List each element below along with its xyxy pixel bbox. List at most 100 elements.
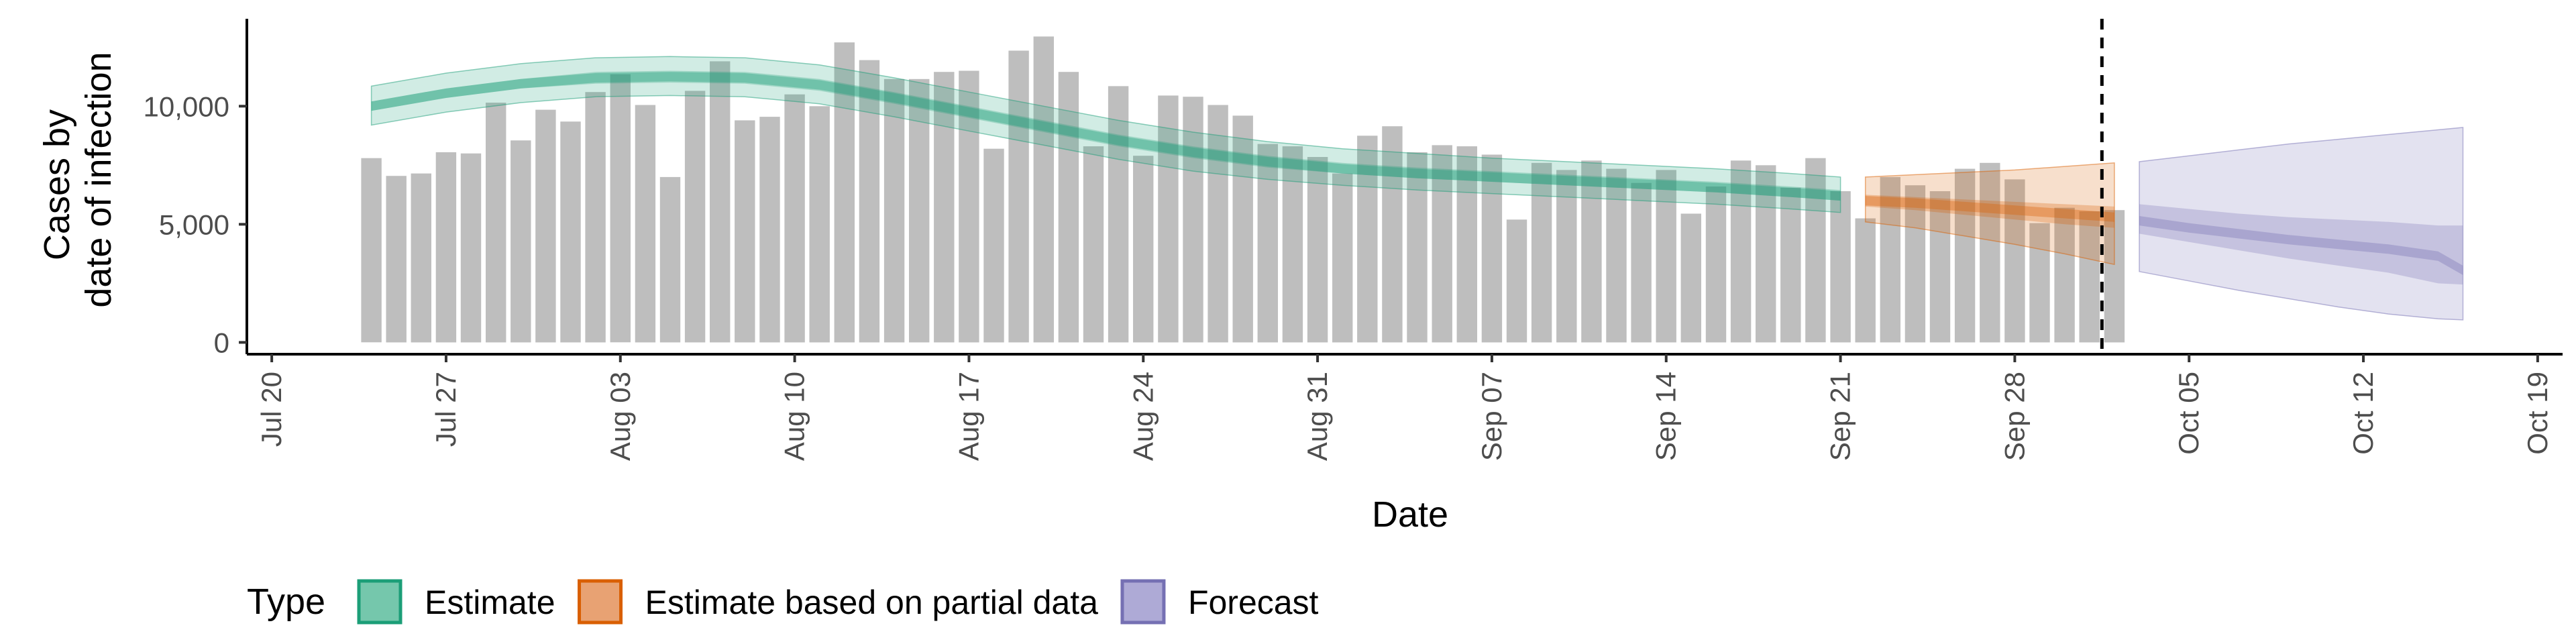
case-bar xyxy=(1481,154,1503,343)
x-tick-label: Jul 20 xyxy=(256,372,287,447)
case-bar xyxy=(386,176,407,343)
y-axis: 0 5,000 10,000 xyxy=(144,19,248,358)
case-bar xyxy=(411,173,431,343)
case-bar xyxy=(1830,191,1851,343)
forecast-median-band xyxy=(2139,216,2463,275)
case-bar xyxy=(486,103,506,343)
case-bar xyxy=(1606,168,1627,343)
case-bar xyxy=(1208,105,1228,343)
x-tick-label: Oct 12 xyxy=(2347,372,2379,455)
case-bar xyxy=(983,148,1004,343)
y-tick-label: 5,000 xyxy=(159,209,229,240)
case-bar xyxy=(1980,162,2000,343)
case-bar xyxy=(585,92,606,343)
case-bar xyxy=(610,74,631,343)
case-bar xyxy=(1158,95,1179,343)
case-bar xyxy=(1456,146,1477,343)
case-bar xyxy=(1756,165,1776,343)
x-tick-label: Aug 24 xyxy=(1127,372,1159,461)
case-bar xyxy=(735,120,755,343)
case-bar xyxy=(1108,86,1129,343)
forecast-50-band xyxy=(2139,204,2463,285)
case-bar xyxy=(784,94,805,343)
case-bar xyxy=(883,78,905,343)
case-bar xyxy=(1133,156,1154,343)
case-bar xyxy=(1382,126,1403,343)
y-axis-title-line-1: Cases by xyxy=(37,109,77,260)
case-bar xyxy=(2054,207,2075,343)
case-bar xyxy=(1033,36,1054,343)
estimate-based-on-partial-data-90-band xyxy=(1864,162,2115,266)
case-bar xyxy=(1556,170,1577,343)
x-axis: Jul 20 Jul 27 Aug 03 Aug 10 Aug 17 Aug 24 Aug … xyxy=(247,353,2563,461)
ribbons-layer xyxy=(370,56,2464,321)
estimate-90-band xyxy=(370,56,1841,213)
case-bar xyxy=(1282,146,1303,343)
case-bar xyxy=(809,106,830,343)
legend-label-estimate: Estimate xyxy=(425,584,555,621)
case-bar xyxy=(1904,185,1926,343)
x-tick-label: Aug 10 xyxy=(779,372,810,461)
case-bar xyxy=(1332,173,1353,343)
legend-label-estimate-based-on-partial-data: Estimate based on partial data xyxy=(645,584,1099,621)
case-bar xyxy=(2029,223,2050,343)
x-tick-label: Sep 21 xyxy=(1825,372,1856,461)
case-bar xyxy=(1656,170,1676,343)
x-tick-label: Sep 07 xyxy=(1476,372,1507,461)
case-bar xyxy=(2004,179,2025,343)
x-tick-label: Aug 17 xyxy=(953,372,984,461)
plot-area xyxy=(361,19,2464,354)
legend-title: Type xyxy=(247,582,325,622)
legend-key-estimate xyxy=(357,579,402,625)
x-tick-label: Aug 31 xyxy=(1301,372,1333,461)
case-bar xyxy=(1631,182,1652,343)
case-bar xyxy=(1506,219,1527,343)
case-bar xyxy=(1232,115,1253,343)
case-bar xyxy=(1855,218,1876,343)
case-bar xyxy=(710,61,731,343)
case-bar xyxy=(361,158,382,343)
legend: Type Estimate Estimate based on partial d… xyxy=(247,579,1319,625)
case-bar xyxy=(1780,187,1801,343)
case-bar xyxy=(659,176,681,343)
case-bar xyxy=(1581,160,1602,343)
case-bar xyxy=(511,140,531,343)
case-bar xyxy=(1058,72,1079,343)
case-bar xyxy=(1008,50,1029,343)
case-bar xyxy=(1680,213,1701,343)
case-bar xyxy=(859,60,880,343)
x-tick-label: Oct 05 xyxy=(2173,372,2204,455)
case-bar xyxy=(560,121,581,343)
case-bar xyxy=(1407,152,1428,343)
case-bar xyxy=(635,105,656,343)
case-bar xyxy=(1257,144,1278,343)
x-tick-label: Oct 19 xyxy=(2522,372,2553,455)
y-tick-label: 0 xyxy=(214,327,229,358)
x-tick-label: Aug 03 xyxy=(604,372,636,461)
case-bar xyxy=(1929,191,1951,343)
case-bar xyxy=(1183,97,1203,343)
case-bar xyxy=(1432,145,1452,343)
estimate-50-band xyxy=(371,70,1841,201)
case-bar xyxy=(460,153,482,343)
case-bar xyxy=(1954,168,1976,343)
x-axis-title: Date xyxy=(1372,494,1448,535)
case-bar xyxy=(934,72,955,343)
case-bar xyxy=(1531,162,1552,343)
case-bar xyxy=(1357,136,1378,343)
bars-layer xyxy=(361,36,2125,343)
legend-label-forecast: Forecast xyxy=(1188,584,1319,621)
case-bar xyxy=(1307,157,1328,343)
forecast-90-band xyxy=(2139,127,2464,321)
case-bar xyxy=(535,109,556,343)
x-tick-label: Sep 14 xyxy=(1650,372,1682,461)
estimate-based-on-partial-data-50-band xyxy=(1865,195,2114,228)
estimate-based-on-partial-data-median-band xyxy=(1865,196,2114,222)
y-axis-title: Cases by date of infection xyxy=(37,52,119,307)
case-bar xyxy=(1083,146,1104,343)
case-bar xyxy=(1730,160,1752,343)
x-tick-label: Sep 28 xyxy=(1998,372,2030,461)
case-bar xyxy=(1705,186,1727,343)
case-bar xyxy=(684,91,706,343)
